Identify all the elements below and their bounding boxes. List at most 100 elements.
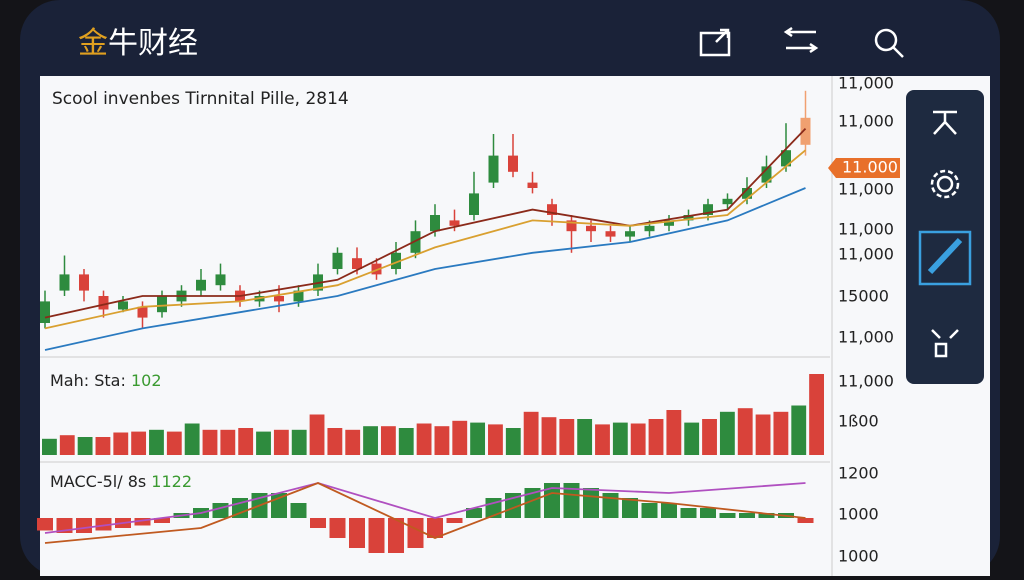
volume-bar	[95, 437, 111, 455]
macd-bar	[134, 518, 151, 526]
candle-body	[157, 296, 167, 313]
candle-body	[40, 301, 50, 323]
volume-bar	[719, 411, 735, 455]
volume-bar	[416, 423, 432, 455]
macd-bar	[37, 518, 53, 531]
price-label: 1000	[838, 547, 879, 566]
candle-body	[79, 274, 89, 291]
volume-bar	[309, 414, 325, 455]
volume-bar	[612, 422, 628, 455]
volume-bar	[238, 428, 254, 455]
volume-bar	[684, 422, 700, 455]
macd-bar	[212, 503, 229, 518]
volume-bar	[202, 429, 218, 455]
macd-bar	[661, 503, 677, 518]
volume-bar	[488, 424, 503, 455]
volume-bar	[648, 419, 664, 455]
macd-bar	[758, 513, 775, 518]
candle-body	[644, 225, 655, 232]
candle-body	[430, 215, 440, 232]
macd-bar	[524, 488, 541, 518]
price-label: 11,000	[838, 372, 894, 391]
macd-bar	[583, 488, 599, 518]
macd-bar	[544, 483, 560, 518]
price-label: 11,000	[838, 245, 894, 264]
volume-bar	[345, 429, 361, 455]
price-label: 11,000	[838, 112, 894, 131]
volume-bar	[791, 405, 807, 455]
candle-body	[274, 296, 284, 302]
candle-body	[332, 252, 343, 269]
macd-bar	[290, 503, 307, 518]
candle-body	[547, 204, 557, 215]
price-label: 1ß00	[838, 412, 879, 431]
macd-bar	[95, 518, 112, 531]
volume-bar	[755, 414, 771, 455]
volume-bar	[577, 419, 593, 455]
macd-bar	[719, 513, 736, 518]
volume-bar	[702, 419, 717, 455]
macd-line	[44, 482, 806, 534]
price-label: 11,000	[838, 328, 894, 347]
candle-body	[625, 231, 635, 237]
volume-bar	[256, 431, 271, 455]
volume-bar	[630, 423, 646, 455]
volume-bar	[505, 428, 521, 455]
candle-body	[371, 263, 382, 275]
volume-bar	[773, 411, 789, 455]
macd-bar	[154, 518, 170, 523]
volume-label: Mah: Sta: 102	[50, 371, 162, 390]
price-label: 1200	[838, 464, 879, 483]
volume-bar	[113, 432, 129, 455]
macd-bar	[680, 508, 697, 518]
candle-body	[488, 155, 499, 183]
volume-bar	[77, 437, 93, 455]
macd-bar	[388, 518, 404, 553]
volume-bar	[452, 420, 468, 455]
price-label: 11,000	[838, 220, 894, 239]
candle-body	[664, 220, 674, 226]
volume-bar	[595, 424, 610, 455]
macd-bar	[427, 518, 443, 538]
macd-bar	[349, 518, 365, 548]
macd-label: MACC-5l/ 8s 1122	[50, 472, 192, 491]
volume-bar	[434, 426, 450, 455]
candle-body	[508, 155, 518, 172]
candle-body	[98, 296, 109, 310]
volume-bar	[809, 374, 824, 455]
candle-body	[781, 150, 791, 167]
app-title: 金牛财经	[78, 26, 198, 61]
candle-body	[196, 279, 206, 291]
toolbar-top[interactable]	[699, 26, 904, 58]
volume-bar	[737, 408, 753, 455]
volume-bar	[380, 426, 396, 455]
price-label: 15000	[838, 287, 889, 306]
macd-bar	[739, 513, 755, 518]
candle-body	[293, 290, 304, 302]
macd-bar	[368, 518, 385, 553]
side-tools[interactable]	[918, 110, 972, 358]
volume-bar	[184, 423, 200, 455]
price-label: 1000	[838, 505, 879, 524]
volume-bar	[220, 429, 236, 455]
volume-bar	[273, 429, 289, 455]
moving-average	[44, 187, 806, 351]
volume-bar	[398, 428, 414, 455]
macd-bar	[76, 518, 92, 533]
candle-body	[683, 215, 694, 221]
candle-body	[352, 258, 362, 269]
candle-body	[137, 306, 148, 318]
candle-body	[742, 188, 752, 199]
volume-bar	[166, 431, 182, 455]
candle-body	[605, 231, 616, 237]
candle-body	[586, 225, 596, 232]
volume-bar	[666, 410, 682, 455]
candle-body	[215, 274, 226, 286]
volume-bar	[541, 417, 557, 455]
macd-bar	[310, 518, 326, 528]
candle-body	[391, 252, 401, 269]
moving-average	[44, 149, 807, 330]
volume-bar	[59, 435, 75, 455]
volume-bar	[149, 429, 164, 455]
